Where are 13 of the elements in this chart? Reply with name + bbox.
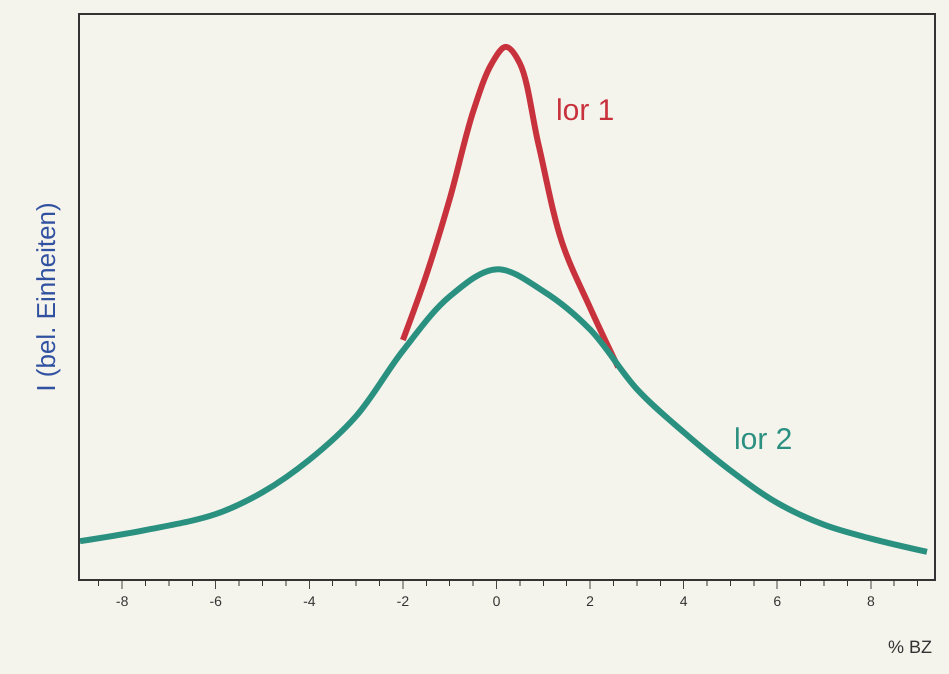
x-tick-label: 2	[586, 592, 594, 609]
x-tick-label: 6	[773, 592, 782, 609]
series-label: lor 2	[734, 423, 792, 456]
y-axis-title: I (bel. Einheiten)	[30, 202, 61, 392]
x-tick-label: -8	[116, 592, 129, 609]
x-tick-label: -6	[209, 592, 222, 609]
x-tick-label: 0	[492, 592, 501, 609]
series-label: lor 1	[556, 94, 614, 127]
x-tick-label: 4	[680, 592, 688, 609]
x-axis-title: % BZ	[888, 637, 932, 657]
x-tick-label: -2	[396, 592, 410, 609]
x-tick-label: -4	[303, 592, 316, 609]
x-tick-label: 8	[866, 592, 875, 609]
